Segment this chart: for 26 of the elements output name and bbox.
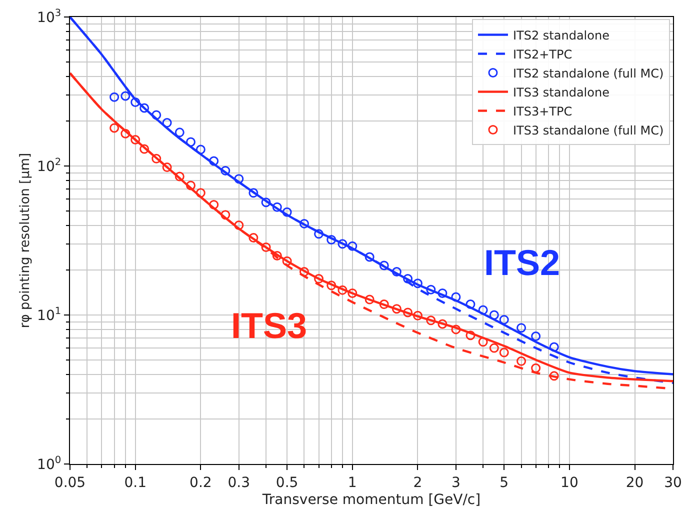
x-tick-label: 5 bbox=[500, 474, 509, 491]
x-tick-label: 10 bbox=[560, 474, 578, 491]
x-tick-label: 0.5 bbox=[276, 474, 298, 491]
y-tick-label: 10$^{1}$ bbox=[37, 306, 62, 324]
x-tick-label: 3 bbox=[451, 474, 460, 491]
x-tick-label: 0.3 bbox=[228, 474, 250, 491]
x-axis-title: Transverse momentum [GeV/c] bbox=[261, 492, 481, 508]
y-tick-label: 10$^{2}$ bbox=[37, 157, 62, 175]
y-tick-label: 10$^{3}$ bbox=[37, 8, 62, 26]
legend-label: ITS2 standalone bbox=[512, 28, 610, 42]
annotation: ITS3 bbox=[231, 305, 308, 346]
legend-label: ITS3 standalone bbox=[512, 85, 610, 100]
x-tick-label: 30 bbox=[664, 474, 682, 491]
legend-label: ITS2 standalone (full MC) bbox=[512, 66, 664, 80]
y-axis-title: rφ pointing resolution [μm] bbox=[18, 152, 33, 328]
annotation: ITS2 bbox=[484, 242, 560, 283]
x-tick-label: 0.1 bbox=[124, 474, 146, 491]
legend-label: ITS2+TPC bbox=[512, 47, 572, 62]
x-tick-label: 2 bbox=[413, 474, 422, 491]
x-tick-label: 0.05 bbox=[54, 474, 86, 491]
x-tick-label: 1 bbox=[348, 474, 357, 491]
x-tick-label: 20 bbox=[626, 474, 644, 491]
y-tick-label: 10$^{0}$ bbox=[37, 455, 62, 473]
legend-label: ITS3 standalone (full MC) bbox=[512, 123, 664, 138]
legend-label: ITS3+TPC bbox=[512, 104, 572, 118]
x-tick-label: 0.2 bbox=[190, 474, 212, 491]
